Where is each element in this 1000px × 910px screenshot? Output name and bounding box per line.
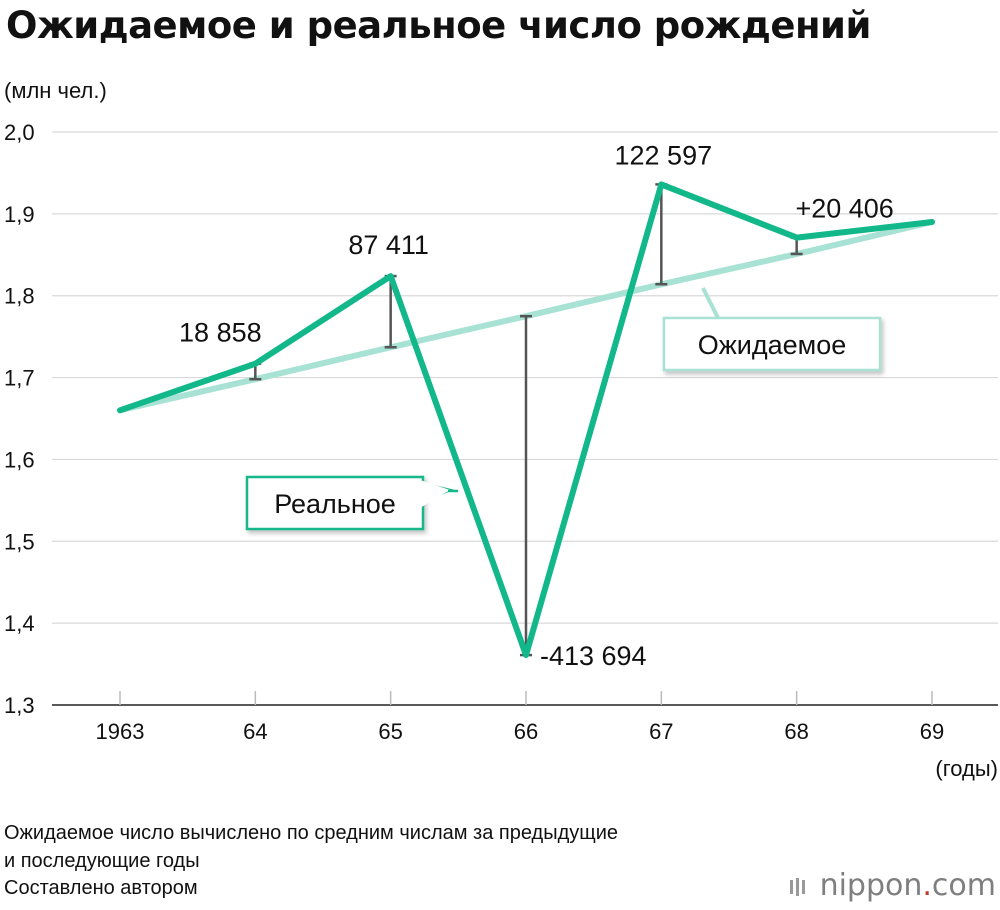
y-tick-label: 1,6 bbox=[4, 447, 35, 472]
logo-dot: . bbox=[922, 868, 932, 903]
callout-expected-label: Ожидаемое bbox=[698, 330, 847, 360]
y-tick-label: 1,9 bbox=[4, 202, 35, 227]
logo-bars-icon bbox=[790, 877, 806, 896]
gap-layer bbox=[249, 183, 803, 657]
data-label: -413 694 bbox=[540, 641, 647, 671]
nippon-logo: nippon.com bbox=[788, 868, 996, 903]
chart-canvas: 1,3 1,4 1,5 1,6 1,7 1,8 1,9 2,0 1963 64 65 66 67 68 6… bbox=[4, 120, 998, 744]
data-label: 18 858 bbox=[179, 318, 262, 348]
logo-brand: nippon bbox=[819, 868, 923, 903]
x-axis-unit: (годы) bbox=[935, 756, 998, 781]
x-tick-label: 69 bbox=[920, 719, 944, 744]
footnote-line-2: и последующие годы bbox=[4, 850, 200, 872]
data-label: 122 597 bbox=[615, 140, 713, 170]
actual-series-line bbox=[117, 181, 935, 659]
x-tick-label: 64 bbox=[243, 719, 267, 744]
data-label: +20 406 bbox=[795, 194, 893, 224]
y-tick-label: 1,8 bbox=[4, 284, 35, 309]
y-tick-label: 1,5 bbox=[4, 529, 35, 554]
data-label-layer: 18 858 87 411 -413 694 122 597 +20 406 bbox=[179, 140, 894, 671]
y-tick-label: 2,0 bbox=[4, 120, 35, 145]
x-tick-label: 66 bbox=[514, 719, 538, 744]
callout-expected: Ожидаемое bbox=[662, 287, 882, 372]
y-tick-label: 1,4 bbox=[4, 611, 35, 636]
chart-title: Ожидаемое и реальное число рождений bbox=[6, 4, 871, 47]
data-label: 87 411 bbox=[348, 230, 429, 260]
x-tick-layer: 1963 64 65 66 67 68 69 bbox=[96, 691, 944, 744]
callout-actual-label: Реальное bbox=[274, 489, 396, 519]
y-tick-label: 1,7 bbox=[4, 366, 35, 391]
y-axis-unit: (млн чел.) bbox=[4, 78, 107, 103]
y-tick-layer: 1,3 1,4 1,5 1,6 1,7 1,8 1,9 2,0 bbox=[4, 120, 35, 718]
x-tick-label: 1963 bbox=[96, 719, 145, 744]
logo-tld: com bbox=[931, 868, 996, 903]
x-tick-label: 65 bbox=[378, 719, 402, 744]
actual-series-layer bbox=[117, 181, 935, 659]
x-tick-label: 68 bbox=[784, 719, 808, 744]
footnote-line-1: Ожидаемое число вычислено по средним чис… bbox=[4, 822, 619, 844]
callout-actual: Реальное bbox=[245, 475, 458, 531]
source-note: Составлено автором bbox=[4, 877, 198, 899]
y-tick-label: 1,3 bbox=[4, 693, 35, 718]
x-tick-label: 67 bbox=[649, 719, 673, 744]
